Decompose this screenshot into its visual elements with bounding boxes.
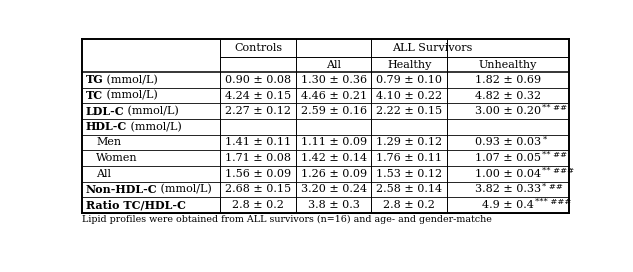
- Text: 3.00 ± 0.20: 3.00 ± 0.20: [475, 106, 541, 116]
- Text: 1.26 ± 0.09: 1.26 ± 0.09: [301, 169, 367, 179]
- Text: ** ###: ** ###: [542, 167, 575, 175]
- Text: 1.42 ± 0.14: 1.42 ± 0.14: [301, 153, 367, 163]
- Text: * ##: * ##: [542, 183, 563, 190]
- Text: 1.76 ± 0.11: 1.76 ± 0.11: [376, 153, 442, 163]
- Text: 1.56 ± 0.09: 1.56 ± 0.09: [225, 169, 291, 179]
- Text: 4.24 ± 0.15: 4.24 ± 0.15: [225, 91, 291, 101]
- Text: 2.8 ± 0.2: 2.8 ± 0.2: [232, 200, 284, 210]
- Text: All: All: [326, 60, 341, 70]
- Text: 1.11 ± 0.09: 1.11 ± 0.09: [301, 137, 367, 147]
- Text: 3.20 ± 0.24: 3.20 ± 0.24: [301, 184, 367, 194]
- Text: ** ##: ** ##: [542, 151, 567, 159]
- Text: Unhealthy: Unhealthy: [479, 60, 537, 70]
- Text: *** ###: *** ###: [536, 198, 572, 206]
- Text: 1.71 ± 0.08: 1.71 ± 0.08: [225, 153, 291, 163]
- Text: (mmol/L): (mmol/L): [103, 75, 158, 85]
- Text: Men: Men: [96, 137, 122, 147]
- Text: 2.8 ± 0.2: 2.8 ± 0.2: [383, 200, 435, 210]
- Text: 1.41 ± 0.11: 1.41 ± 0.11: [225, 137, 291, 147]
- Text: 2.68 ± 0.15: 2.68 ± 0.15: [225, 184, 291, 194]
- Text: 1.82 ± 0.69: 1.82 ± 0.69: [475, 75, 541, 85]
- Text: Healthy: Healthy: [387, 60, 431, 70]
- Text: (mmol/L): (mmol/L): [127, 122, 182, 132]
- Text: TC: TC: [85, 90, 103, 101]
- Text: HDL-C: HDL-C: [85, 121, 127, 132]
- Text: 1.53 ± 0.12: 1.53 ± 0.12: [376, 169, 442, 179]
- Text: 1.29 ± 0.12: 1.29 ± 0.12: [376, 137, 442, 147]
- Text: Ratio TC/HDL-C: Ratio TC/HDL-C: [85, 199, 185, 211]
- Text: Controls: Controls: [234, 43, 282, 53]
- Text: 2.58 ± 0.14: 2.58 ± 0.14: [376, 184, 442, 194]
- Text: Non-HDL-C: Non-HDL-C: [85, 184, 157, 195]
- Text: Women: Women: [96, 153, 138, 163]
- Text: 1.07 ± 0.05: 1.07 ± 0.05: [475, 153, 541, 163]
- Text: 4.82 ± 0.32: 4.82 ± 0.32: [475, 91, 541, 101]
- Text: LDL-C: LDL-C: [85, 106, 124, 117]
- Text: 0.79 ± 0.10: 0.79 ± 0.10: [376, 75, 442, 85]
- Text: ** ##: ** ##: [542, 104, 568, 112]
- Text: 0.93 ± 0.03: 0.93 ± 0.03: [475, 137, 541, 147]
- Text: *: *: [542, 136, 547, 144]
- Text: Lipid profiles were obtained from ALL survivors (n=16) and age- and gender-match: Lipid profiles were obtained from ALL su…: [82, 215, 491, 224]
- Text: 3.8 ± 0.3: 3.8 ± 0.3: [308, 200, 360, 210]
- Text: All: All: [96, 169, 111, 179]
- Text: 2.22 ± 0.15: 2.22 ± 0.15: [376, 106, 442, 116]
- Text: 4.9 ± 0.4: 4.9 ± 0.4: [482, 200, 534, 210]
- Text: 2.27 ± 0.12: 2.27 ± 0.12: [225, 106, 291, 116]
- Text: 3.82 ± 0.33: 3.82 ± 0.33: [475, 184, 541, 194]
- Text: 4.10 ± 0.22: 4.10 ± 0.22: [376, 91, 442, 101]
- Text: (mmol/L): (mmol/L): [157, 184, 212, 194]
- Text: 1.30 ± 0.36: 1.30 ± 0.36: [301, 75, 367, 85]
- Text: 1.00 ± 0.04: 1.00 ± 0.04: [475, 169, 541, 179]
- Text: TG: TG: [85, 75, 103, 85]
- Text: ALL Survivors: ALL Survivors: [392, 43, 472, 53]
- Text: 2.59 ± 0.16: 2.59 ± 0.16: [301, 106, 367, 116]
- Text: (mmol/L): (mmol/L): [103, 90, 158, 101]
- Text: (mmol/L): (mmol/L): [124, 106, 179, 116]
- Text: 4.46 ± 0.21: 4.46 ± 0.21: [301, 91, 367, 101]
- Text: 0.90 ± 0.08: 0.90 ± 0.08: [225, 75, 291, 85]
